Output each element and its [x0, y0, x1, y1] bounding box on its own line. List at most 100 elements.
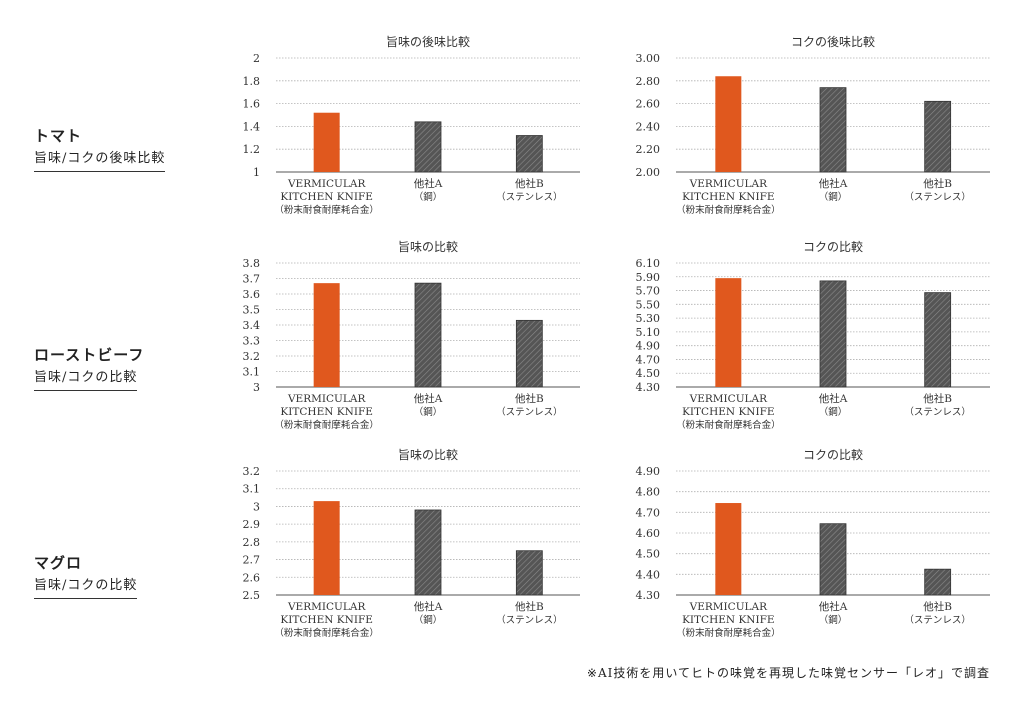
y-tick-label: 2.7 [243, 554, 261, 567]
y-tick-label: 3.8 [243, 257, 261, 270]
bar [715, 503, 742, 595]
x-tick-label: VERMICULAR [287, 601, 366, 613]
x-tick-label: 他社B [923, 392, 952, 405]
y-tick-label: 3.4 [243, 319, 261, 332]
x-tick-label: （鋼） [414, 614, 443, 626]
chart-roastbeef-koku: コクの比較 4.304.504.704.905.105.305.505.705.9… [636, 239, 990, 431]
x-tick-label: KITCHEN KNIFE [280, 614, 373, 626]
y-tick-label: 2.00 [636, 166, 661, 179]
y-tick-label: 1.8 [243, 75, 261, 88]
food-subtitle: 旨味/コクの後味比較 [34, 149, 166, 172]
y-tick-label: 3 [253, 381, 260, 394]
x-tick-label: （鋼） [819, 191, 848, 203]
bar [819, 523, 847, 596]
y-tick-label: 3 [253, 500, 260, 513]
y-tick-label: 2.5 [243, 589, 261, 602]
y-tick-label: 5.70 [636, 285, 661, 298]
x-tick-label: （ステンレス） [904, 614, 971, 626]
y-tick-label: 2.20 [636, 143, 661, 156]
y-tick-label: 3.2 [243, 350, 261, 363]
y-tick-label: 2.6 [243, 571, 261, 584]
y-tick-label: 3.7 [243, 273, 261, 286]
y-tick-label: 5.10 [636, 326, 661, 339]
x-tick-label: （ステンレス） [904, 406, 971, 418]
x-tick-label: （粉末耐食耐摩耗合金） [274, 419, 379, 431]
row-label-tomato: トマト 旨味/コクの後味比較 [34, 125, 174, 172]
x-tick-label: （粉末耐食耐摩耗合金） [274, 627, 379, 639]
y-tick-label: 3.5 [243, 304, 261, 317]
x-tick-label: （ステンレス） [496, 191, 563, 203]
y-tick-label: 6.10 [636, 257, 661, 270]
bar [313, 283, 340, 387]
y-tick-label: 2.80 [636, 75, 661, 88]
chart-title: コクの後味比較 [791, 34, 875, 49]
food-name: マグロ [34, 554, 83, 572]
y-tick-label: 5.90 [636, 271, 661, 284]
y-tick-label: 2.60 [636, 98, 661, 111]
x-tick-label: （ステンレス） [496, 406, 563, 418]
x-tick-label: VERMICULAR [287, 178, 366, 190]
x-tick-label: （鋼） [819, 406, 848, 418]
bar [819, 87, 847, 173]
chart-tuna-koku: コクの比較 4.30 4.40 4.50 4.60 4.70 4.80 4.90 VERMICU… [636, 447, 990, 639]
x-tick-label: 他社A [819, 177, 848, 190]
y-tick-label: 4.90 [636, 465, 661, 478]
x-tick-label: （粉末耐食耐摩耗合金） [676, 204, 781, 216]
y-tick-label: 2.9 [243, 518, 261, 531]
bar [414, 282, 442, 388]
y-tick-label: 4.70 [636, 506, 661, 519]
chart-title: 旨味の比較 [398, 239, 458, 254]
x-tick-label: （粉末耐食耐摩耗合金） [676, 627, 781, 639]
x-tick-label: 他社B [923, 600, 952, 613]
x-tick-label: 他社A [414, 177, 443, 190]
y-tick-label: 1.2 [243, 143, 261, 156]
bar [715, 278, 742, 387]
x-tick-label: 他社B [515, 600, 544, 613]
x-tick-label: （粉末耐食耐摩耗合金） [274, 204, 379, 216]
row-label-tuna: マグロ 旨味/コクの比較 [34, 552, 174, 599]
bar [515, 319, 543, 388]
x-tick-label: （ステンレス） [496, 614, 563, 626]
y-tick-label: 4.60 [636, 527, 661, 540]
y-tick-label: 3.1 [243, 366, 261, 379]
y-tick-label: 2.40 [636, 120, 661, 133]
y-tick-label: 3.2 [243, 465, 261, 478]
x-tick-label: 他社A [414, 392, 443, 405]
chart-title: 旨味の比較 [398, 447, 458, 462]
food-name: トマト [34, 127, 83, 145]
food-name: ローストビーフ [34, 346, 145, 364]
y-tick-label: 5.30 [636, 312, 661, 325]
y-tick-label: 3.1 [243, 483, 261, 496]
food-subtitle: 旨味/コクの比較 [34, 368, 138, 391]
y-tick-label: 5.50 [636, 298, 661, 311]
y-tick-label: 1.4 [243, 120, 261, 133]
bar [715, 76, 742, 172]
y-tick-label: 4.30 [636, 381, 661, 394]
x-tick-label: （鋼） [414, 191, 443, 203]
bar [924, 292, 952, 388]
x-tick-label: KITCHEN KNIFE [280, 406, 373, 418]
bar [515, 135, 543, 173]
food-subtitle: 旨味/コクの比較 [34, 576, 138, 599]
chart-tomato-koku-aftertaste: コクの後味比較 2.00 2.20 2.40 2.60 2.80 3.00 VERMICULA… [636, 34, 990, 216]
chart-title: コクの比較 [803, 239, 863, 254]
x-tick-label: 他社A [819, 392, 848, 405]
x-tick-label: KITCHEN KNIFE [682, 191, 775, 203]
bar [313, 112, 340, 172]
y-tick-label: 4.80 [636, 486, 661, 499]
y-tick-label: 3.3 [243, 335, 261, 348]
x-tick-label: （ステンレス） [904, 191, 971, 203]
bar [313, 501, 340, 595]
x-tick-label: VERMICULAR [287, 393, 366, 405]
y-tick-label: 4.90 [636, 340, 661, 353]
x-tick-label: 他社B [515, 392, 544, 405]
y-tick-label: 4.50 [636, 367, 661, 380]
x-tick-label: 他社A [819, 600, 848, 613]
x-tick-label: （鋼） [414, 406, 443, 418]
bar [515, 550, 543, 596]
bar [414, 121, 442, 173]
x-tick-label: （鋼） [819, 614, 848, 626]
row-label-roast-beef: ローストビーフ 旨味/コクの比較 [34, 344, 174, 391]
y-tick-label: 4.30 [636, 589, 661, 602]
